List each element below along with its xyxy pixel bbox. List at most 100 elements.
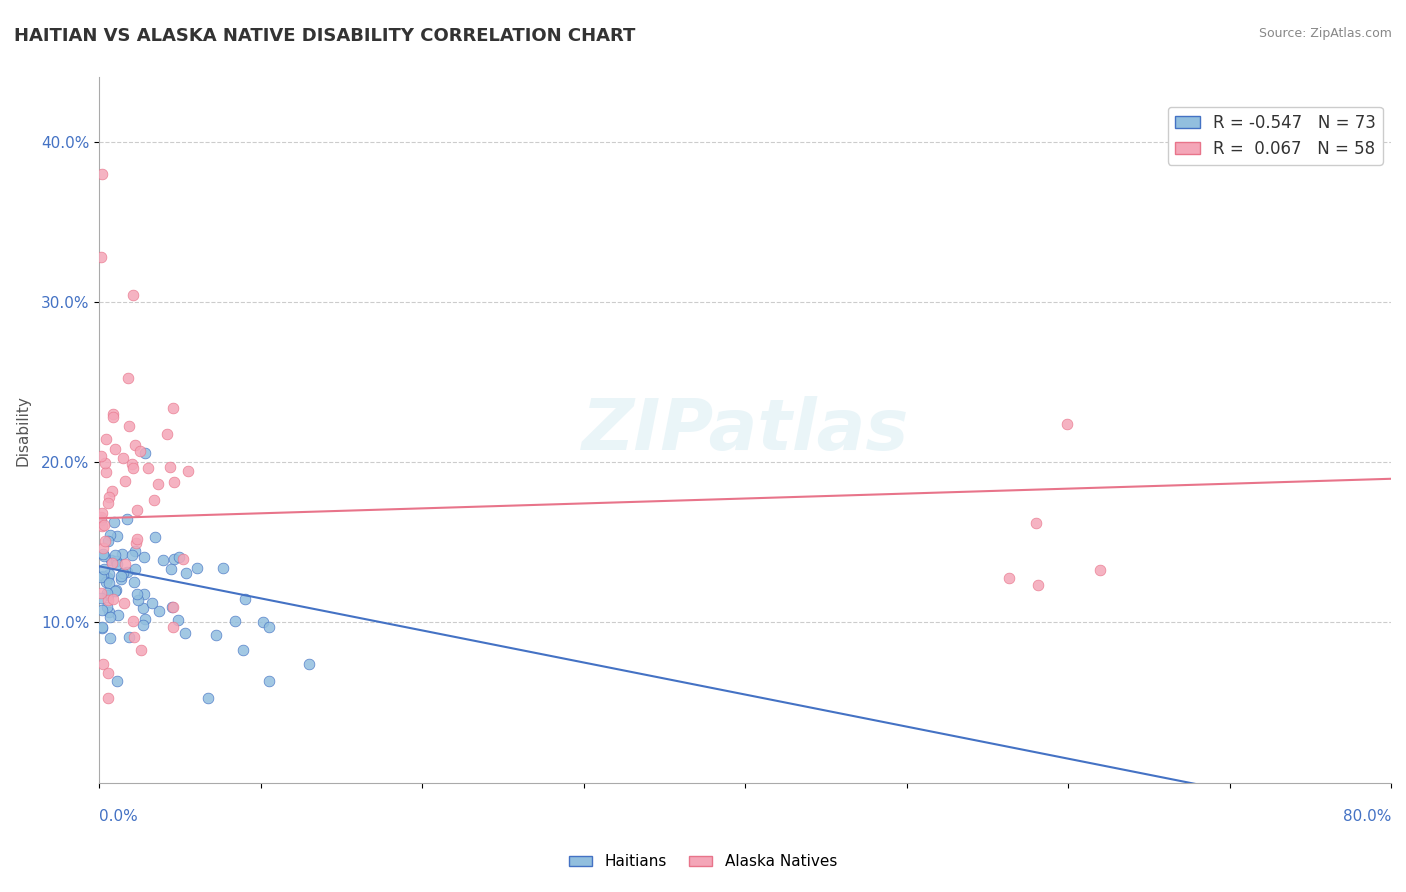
Point [121,548,143,562]
Legend: Haitians, Alaska Natives: Haitians, Alaska Natives [562,848,844,875]
Point [169,550,191,565]
Point [163,552,186,566]
Point [96,690,118,705]
Point [127,587,149,601]
Point [152,553,174,567]
Point [91,518,114,533]
Point [127,593,149,607]
Point [141,595,163,609]
Point [162,401,184,415]
Point [90,591,112,606]
Point [101,407,124,421]
Point [98,632,121,646]
Point [97,496,120,510]
Point [112,566,135,581]
Text: ZIPatlas: ZIPatlas [582,395,908,465]
Point [174,566,197,581]
Point [118,418,141,433]
Point [97,666,120,681]
Point [110,569,132,583]
Point [105,528,128,542]
Point [172,552,194,566]
Point [94,533,117,548]
Point [132,617,155,632]
Point [91,167,114,181]
Point [148,603,170,617]
Point [90,250,112,264]
Point [98,606,121,620]
Point [127,532,149,546]
Point [117,566,139,580]
Point [233,591,256,606]
Point [91,541,114,556]
Point [98,566,121,581]
Point [252,615,274,630]
Point [204,628,226,642]
Point [90,449,112,463]
Point [136,460,159,475]
Point [128,444,150,458]
Point [177,464,200,478]
Point [100,553,122,567]
Point [101,484,124,499]
Point [101,592,124,607]
Point [96,571,118,585]
Point [124,562,146,576]
Point [114,558,136,572]
Point [107,607,129,622]
Text: 0.0%: 0.0% [100,810,138,824]
Point [96,588,118,602]
Point [132,601,155,615]
Point [96,586,118,600]
Point [125,536,148,550]
Point [105,583,128,598]
Point [121,461,143,475]
Point [90,620,112,634]
Point [127,502,149,516]
Text: HAITIAN VS ALASKA NATIVE DISABILITY CORRELATION CHART: HAITIAN VS ALASKA NATIVE DISABILITY CORR… [14,27,636,45]
Point [134,445,156,459]
Text: 80.0%: 80.0% [1343,810,1391,824]
Point [98,610,121,624]
Point [91,569,114,583]
Point [122,630,145,644]
Point [91,621,114,635]
Point [159,460,181,475]
Point [93,549,115,563]
Point [124,544,146,558]
Point [129,643,152,657]
Point [117,371,139,385]
Point [162,599,184,614]
Point [124,574,146,589]
Point [224,614,246,628]
Point [104,583,127,598]
Y-axis label: Disability: Disability [15,394,30,466]
Point [96,599,118,614]
Point [94,456,117,470]
Point [121,614,143,628]
Point [114,474,136,488]
Point [134,612,156,626]
Point [122,288,145,302]
Point [98,575,121,590]
Point [101,557,124,571]
Point [1088,563,1111,577]
Point [91,657,114,671]
Point [143,493,166,508]
Legend: R = -0.547   N = 73, R =  0.067   N = 58: R = -0.547 N = 73, R = 0.067 N = 58 [1168,107,1382,165]
Point [93,518,115,533]
Point [186,560,208,574]
Point [97,533,120,548]
Point [115,512,138,526]
Point [94,432,117,446]
Point [105,558,128,572]
Point [110,572,132,586]
Point [160,562,183,576]
Point [111,450,134,465]
Point [107,674,129,689]
Point [105,553,128,567]
Point [103,515,125,529]
Point [98,491,121,505]
Point [94,465,117,479]
Point [173,625,195,640]
